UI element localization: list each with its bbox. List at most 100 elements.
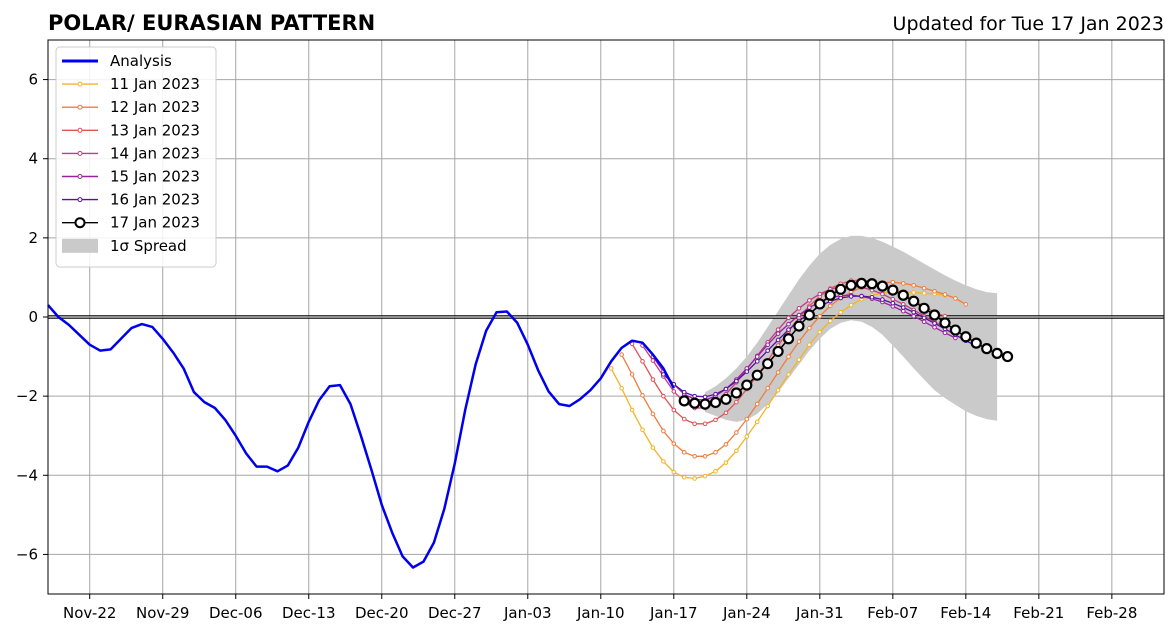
forecast-point	[723, 410, 729, 416]
forecast-point	[692, 476, 697, 481]
forecast-point	[723, 460, 729, 465]
forecast-point	[661, 393, 666, 399]
y-tick-label: −6	[16, 545, 38, 563]
forecast-point	[713, 391, 718, 397]
forecast-point	[692, 421, 697, 427]
forecast-line	[621, 281, 967, 457]
legend: Analysis 11 Jan 2023 12 Jan 2023 13 Jan 202…	[55, 46, 217, 268]
forecast-point	[960, 331, 972, 343]
legend-marker	[77, 150, 83, 156]
x-tick-label: Jan-24	[722, 604, 771, 622]
forecast-point	[699, 398, 711, 410]
analysis-layer	[47, 304, 675, 569]
forecast-point	[702, 473, 708, 479]
forecast-point	[765, 348, 770, 353]
forecast-point	[803, 309, 815, 321]
zero-line-layer	[48, 315, 1164, 319]
forecast-point	[921, 285, 927, 291]
y-tick-label: −2	[16, 387, 38, 405]
forecast-point	[730, 387, 742, 399]
forecast-point	[814, 298, 826, 310]
forecast-point	[921, 315, 927, 321]
forecast-point	[692, 393, 697, 399]
x-tick-label: Nov-22	[63, 604, 116, 622]
legend-marker	[77, 197, 83, 203]
forecast-point	[744, 416, 750, 422]
forecast-point	[640, 427, 645, 433]
forecast-point	[991, 347, 1003, 360]
legend-marker	[77, 81, 83, 87]
x-tick-label: Jan-31	[795, 604, 844, 622]
forecast-point	[921, 290, 927, 296]
y-tick-label: −4	[16, 466, 38, 484]
forecast-point	[932, 288, 937, 294]
forecast-point	[765, 403, 770, 409]
forecast-point	[796, 312, 802, 318]
forecast-point	[786, 327, 791, 332]
forecast-point	[908, 295, 920, 307]
forecast-point	[671, 469, 677, 475]
legend-marker	[77, 174, 83, 179]
legend-label: 17 Jan 2023	[110, 214, 200, 232]
forecast-point	[817, 329, 823, 335]
forecast-point	[775, 327, 781, 332]
x-tick-label: Feb-28	[1086, 604, 1137, 622]
forecast-point	[824, 289, 836, 301]
forecast-point	[671, 441, 677, 446]
forecast-point	[650, 445, 656, 450]
forecast-point	[807, 298, 812, 303]
forecast-point	[681, 389, 687, 395]
forecast-point	[887, 284, 899, 296]
forecast-point	[897, 289, 909, 301]
forecast-point	[890, 279, 896, 285]
forecast-point	[692, 453, 697, 459]
forecast-layer	[608, 277, 1014, 481]
legend-marker	[74, 217, 86, 229]
forecast-point	[720, 393, 732, 405]
forecast-point	[848, 302, 854, 308]
x-tick-label: Dec-27	[428, 604, 482, 622]
forecast-point	[640, 359, 645, 364]
legend-label: 12 Jan 2023	[110, 98, 200, 116]
forecast-point	[859, 293, 864, 299]
forecast-point	[838, 309, 843, 315]
forecast-point	[942, 330, 948, 336]
forecast-point	[890, 300, 896, 306]
forecast-point	[807, 325, 812, 331]
forecast-point	[786, 321, 791, 327]
forecast-point	[681, 474, 687, 480]
forecast-point	[786, 315, 791, 321]
forecast-point	[932, 321, 937, 326]
forecast-point	[848, 294, 854, 299]
forecast-point	[744, 434, 750, 439]
forecast-point	[671, 389, 677, 394]
forecast-point	[754, 354, 760, 359]
legend-label: 13 Jan 2023	[110, 121, 200, 139]
forecast-point	[608, 366, 614, 371]
chart-title: POLAR/ EURASIAN PATTERN	[48, 11, 375, 35]
forecast-point	[817, 291, 823, 297]
legend-marker	[77, 127, 83, 133]
y-tick-label: 2	[28, 229, 38, 247]
forecast-point	[900, 281, 906, 286]
forecast-point	[775, 337, 781, 343]
forecast-point	[890, 296, 896, 302]
analysis-line	[47, 304, 675, 569]
y-tick-label: 4	[28, 150, 38, 168]
forecast-point	[921, 319, 927, 325]
forecast-point	[918, 302, 930, 314]
forecast-point	[880, 297, 885, 302]
x-tick-label: Feb-21	[1013, 604, 1064, 622]
forecast-point	[661, 428, 666, 434]
forecast-point	[953, 296, 958, 301]
legend-label: 14 Jan 2023	[110, 144, 200, 162]
forecast-point	[650, 411, 656, 417]
forecast-point	[713, 417, 718, 423]
forecast-point	[640, 393, 645, 398]
forecast-point	[970, 337, 982, 349]
forecast-point	[817, 313, 823, 319]
forecast-point	[713, 469, 718, 474]
forecast-point	[723, 386, 729, 392]
x-tick-label: Jan-03	[503, 604, 552, 622]
